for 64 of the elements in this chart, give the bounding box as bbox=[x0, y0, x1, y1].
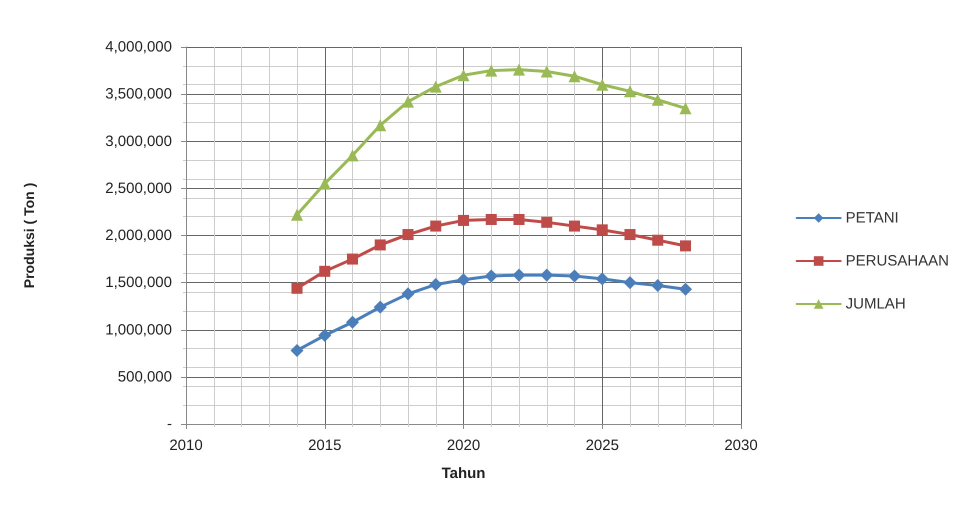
point bbox=[429, 278, 442, 292]
point bbox=[430, 220, 442, 232]
y-axis-title: Produksi ( Ton ) bbox=[21, 182, 37, 288]
y-tick-label: 3,000,000 bbox=[105, 132, 172, 150]
point bbox=[680, 102, 692, 114]
y-tick-label: 2,000,000 bbox=[105, 227, 172, 244]
point bbox=[319, 266, 330, 277]
point bbox=[291, 208, 303, 221]
point bbox=[624, 276, 636, 290]
point bbox=[540, 66, 553, 78]
point bbox=[512, 268, 526, 282]
y-tick-label: 1,500,000 bbox=[105, 274, 172, 292]
point bbox=[596, 224, 608, 236]
point bbox=[541, 216, 552, 228]
x-tick-label: 2025 bbox=[586, 437, 619, 454]
point bbox=[540, 268, 554, 282]
point bbox=[458, 214, 469, 226]
x-tick-label: 2010 bbox=[169, 437, 203, 454]
y-tick-label: 500,000 bbox=[118, 368, 172, 386]
y-tick-label: 1,000,000 bbox=[105, 321, 172, 338]
y-tick-label: 4,000,000 bbox=[105, 38, 172, 56]
legend-label: PETANI bbox=[846, 210, 899, 226]
point bbox=[402, 229, 414, 240]
point bbox=[624, 229, 636, 240]
point bbox=[485, 64, 498, 77]
point bbox=[679, 282, 692, 296]
x-tick-label: 2020 bbox=[446, 437, 480, 454]
y-tick-label: - bbox=[167, 416, 172, 432]
x-tick-label: 2030 bbox=[724, 437, 758, 454]
point bbox=[346, 316, 359, 329]
point bbox=[652, 94, 664, 106]
point bbox=[484, 270, 498, 283]
legend-label: JUMLAH bbox=[846, 296, 906, 312]
point bbox=[292, 282, 302, 294]
point bbox=[486, 214, 497, 225]
point bbox=[569, 220, 580, 232]
point bbox=[596, 272, 609, 286]
point bbox=[402, 96, 414, 108]
point bbox=[374, 119, 386, 132]
point bbox=[430, 80, 442, 93]
point bbox=[680, 240, 691, 252]
point bbox=[290, 344, 304, 357]
legend-label: PERUSAHAAN bbox=[846, 252, 949, 270]
point bbox=[347, 254, 358, 265]
point bbox=[458, 69, 470, 82]
point bbox=[513, 64, 525, 76]
point bbox=[346, 149, 358, 162]
point bbox=[568, 270, 581, 283]
point bbox=[318, 178, 331, 190]
point bbox=[457, 273, 470, 286]
point bbox=[402, 287, 414, 300]
x-tick-label: 2015 bbox=[308, 437, 342, 454]
point bbox=[652, 234, 664, 246]
point bbox=[568, 70, 580, 82]
point bbox=[374, 300, 387, 314]
point bbox=[514, 214, 524, 225]
point bbox=[651, 278, 664, 292]
point bbox=[374, 239, 386, 250]
point bbox=[596, 78, 608, 91]
point bbox=[318, 328, 332, 342]
x-axis-title: Tahun bbox=[442, 465, 486, 482]
y-tick-label: 2,500,000 bbox=[105, 180, 172, 197]
point bbox=[624, 85, 636, 98]
y-tick-label: 3,500,000 bbox=[105, 86, 172, 103]
